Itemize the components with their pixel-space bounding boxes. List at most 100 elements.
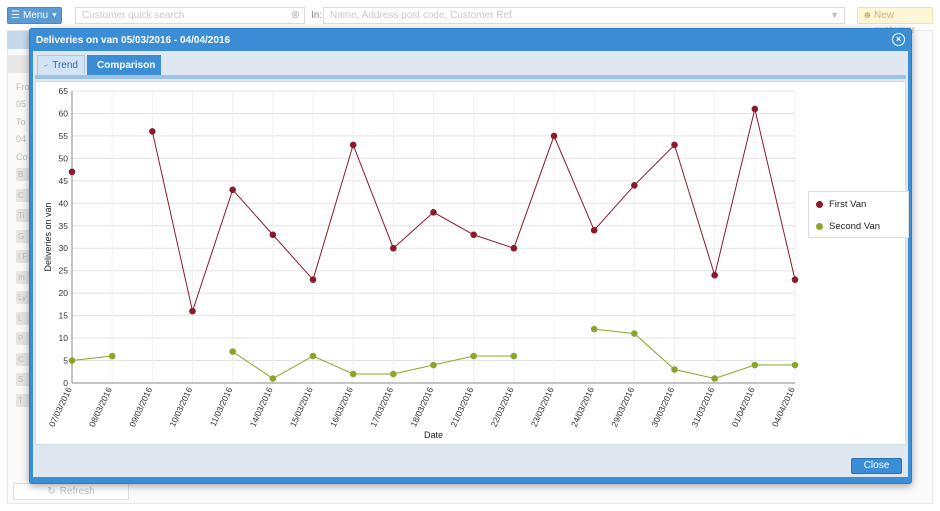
data-point-first-van [470, 231, 477, 238]
background-label: 04 [16, 134, 26, 144]
new-customer-button[interactable]: ☻ New customer [857, 7, 933, 24]
data-point-second-van [229, 348, 236, 355]
hamburger-icon: ☰ [11, 10, 20, 21]
background-field[interactable]: P [16, 332, 30, 345]
chart-area: 0 5 10 15 20 25 30 35 40 45 50 55 60 65 07/03/2016 08/0… [35, 81, 906, 445]
y-tick-label: 20 [59, 288, 69, 298]
data-point-first-van [390, 245, 397, 252]
x-tick-label: 09/03/2016 [127, 385, 154, 428]
data-point-second-van [109, 353, 116, 360]
background-field[interactable]: C [16, 189, 30, 202]
data-point-second-van [430, 362, 437, 369]
data-point-first-van [310, 276, 317, 283]
background-field[interactable]: In [16, 271, 30, 284]
background-tab[interactable] [7, 31, 29, 49]
x-tick-label: 11/03/2016 [208, 385, 235, 427]
data-point-second-van [350, 371, 357, 378]
data-point-second-van [752, 362, 759, 369]
background-label: To [16, 117, 26, 127]
chevron-down-icon: ▼ [51, 12, 58, 19]
x-axis-title: Date [424, 430, 443, 440]
series-line-second-van [72, 356, 112, 360]
data-point-second-van [792, 362, 799, 369]
data-point-second-van [69, 357, 76, 364]
search-field-select[interactable]: Name, Address post code, Customer Ref ▼ [323, 7, 845, 24]
clear-icon[interactable]: ⊗ [291, 8, 300, 23]
y-tick-label: 5 [63, 356, 68, 366]
chart-tabs: Trend Comparison [35, 55, 906, 79]
close-icon[interactable]: × [892, 33, 905, 46]
chart-legend: First Van Second Van [808, 191, 909, 238]
background-field[interactable]: Ly [16, 291, 30, 304]
y-tick-label: 35 [59, 221, 69, 231]
refresh-button[interactable]: ↻ Refresh [13, 483, 129, 500]
menu-button[interactable]: ☰ Menu ▼ [7, 7, 62, 24]
legend-marker [816, 223, 823, 230]
background-field[interactable]: G [16, 230, 30, 243]
y-tick-label: 65 [59, 86, 69, 96]
legend-item-first-van[interactable]: First Van [816, 199, 866, 210]
line-chart-icon [44, 61, 48, 70]
background-field[interactable]: C [16, 353, 30, 366]
data-point-first-van [591, 227, 598, 234]
background-field[interactable]: S [16, 373, 30, 386]
y-axis-title: Deliveries on van [43, 202, 53, 271]
refresh-icon: ↻ [47, 486, 55, 497]
data-point-first-van [229, 187, 236, 194]
data-point-first-van [631, 182, 638, 189]
tab-trend[interactable]: Trend [37, 55, 85, 75]
data-point-second-van [390, 371, 397, 378]
data-point-second-van [711, 375, 718, 382]
data-point-first-van [149, 128, 156, 135]
x-tick-label: 08/03/2016 [87, 385, 114, 428]
data-point-first-van [792, 276, 799, 283]
x-tick-label: 21/03/2016 [448, 385, 475, 428]
x-tick-label: 22/03/2016 [489, 385, 516, 428]
legend-item-second-van[interactable]: Second Van [816, 221, 880, 232]
x-tick-label: 23/03/2016 [529, 385, 556, 428]
background-field[interactable]: T [16, 394, 30, 407]
y-tick-label: 60 [59, 108, 69, 118]
customer-search-input[interactable]: Customer quick search ⊗ [75, 7, 305, 24]
add-user-icon: ☻ [862, 8, 873, 23]
x-tick-label: 30/03/2016 [649, 385, 676, 428]
y-tick-label: 25 [59, 266, 69, 276]
close-button[interactable]: Close [851, 458, 902, 474]
deliveries-chart: 0 5 10 15 20 25 30 35 40 45 50 55 60 65 07/03/2016 08/0… [36, 82, 905, 444]
modal-footer: Close [33, 449, 908, 477]
data-point-first-van [671, 142, 678, 149]
top-bar: ☰ Menu ▼ Customer quick search ⊗ In: Nam… [0, 0, 940, 30]
data-point-second-van [671, 366, 678, 373]
data-point-first-van [350, 142, 357, 149]
x-tick-label: 29/03/2016 [609, 385, 636, 428]
modal-body: Trend Comparison 0 5 10 15 20 25 30 35 40 45 50 55 6… [33, 51, 908, 477]
deliveries-modal: Deliveries on van 05/03/2016 - 04/04/201… [29, 28, 912, 484]
x-tick-label: 14/03/2016 [248, 385, 275, 428]
y-tick-label: 55 [59, 131, 69, 141]
legend-marker [816, 201, 823, 208]
background-field[interactable]: B [16, 168, 30, 181]
y-tick-label: 10 [59, 333, 69, 343]
data-point-second-van [511, 353, 518, 360]
data-point-second-van [310, 353, 317, 360]
x-tick-label: 24/03/2016 [569, 385, 596, 428]
data-point-first-van [69, 169, 76, 176]
background-label: Fro [16, 82, 30, 92]
background-print-button[interactable] [7, 55, 29, 73]
x-tick-label: 18/03/2016 [408, 385, 435, 428]
x-tick-label: 04/04/2016 [770, 385, 797, 428]
background-field[interactable]: Ti [16, 209, 30, 222]
background-field[interactable]: L [16, 312, 30, 325]
x-tick-label: 07/03/2016 [47, 385, 74, 428]
x-tick-label: 10/03/2016 [167, 385, 194, 428]
data-point-first-van [270, 231, 277, 238]
data-point-second-van [631, 330, 638, 337]
tab-comparison[interactable]: Comparison [87, 55, 161, 75]
x-tick-label: 17/03/2016 [368, 385, 395, 428]
x-tick-label: 15/03/2016 [288, 385, 315, 428]
y-tick-label: 30 [59, 243, 69, 253]
background-field[interactable]: I F [16, 250, 30, 263]
data-point-second-van [591, 326, 598, 333]
data-point-first-van [189, 308, 196, 315]
